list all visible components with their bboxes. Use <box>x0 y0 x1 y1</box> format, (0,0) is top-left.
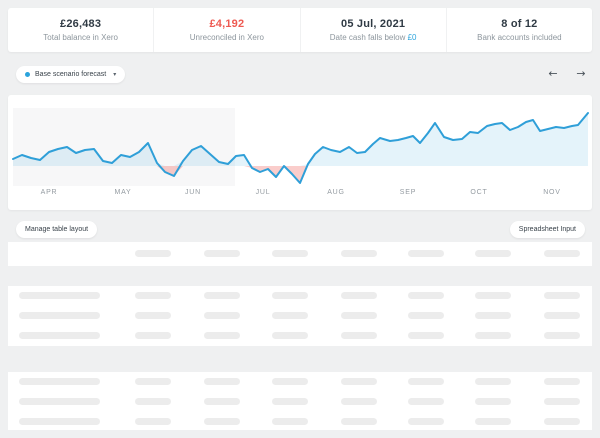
skeleton-cell <box>475 418 511 425</box>
month-tick-label: MAY <box>114 189 131 196</box>
spreadsheet-input-button[interactable]: Spreadsheet Input <box>509 221 585 238</box>
zero-threshold-link[interactable]: £0 <box>407 33 417 42</box>
month-tick-label: JUL <box>256 189 271 196</box>
skeleton-cell <box>475 312 511 319</box>
skeleton-row-label <box>19 292 100 299</box>
skeleton-cell <box>475 250 511 257</box>
skeleton-row-label <box>19 378 100 385</box>
stat-total-balance-value: £26,483 <box>60 18 102 30</box>
stat-total-balance-label: Total balance in Xero <box>43 33 118 42</box>
skeleton-cell <box>135 312 171 319</box>
skeleton-cell <box>475 398 511 405</box>
skeleton-cell <box>544 418 580 425</box>
stat-unreconciled-value: £4,192 <box>209 18 245 30</box>
skeleton-cell <box>204 292 240 299</box>
skeleton-cell <box>475 378 511 385</box>
skeleton-cell <box>408 378 444 385</box>
skeleton-cell <box>204 398 240 405</box>
table-header-row <box>8 242 592 266</box>
manage-table-layout-label: Manage table layout <box>25 226 89 233</box>
skeleton-cell <box>408 332 444 339</box>
month-tick-label: SEP <box>400 189 416 196</box>
table-section-1 <box>8 286 592 346</box>
scenario-color-dot-icon <box>25 72 30 77</box>
stat-total-balance: £26,483 Total balance in Xero <box>8 8 153 52</box>
skeleton-cell <box>204 312 240 319</box>
month-tick-label: JUN <box>185 189 201 196</box>
table-section-2 <box>8 372 592 430</box>
skeleton-cell <box>341 418 377 425</box>
stat-bank-accounts-value: 8 of 12 <box>501 18 538 30</box>
skeleton-cell <box>544 250 580 257</box>
stat-cash-falls-date: 05 Jul, 2021 Date cash falls below £0 <box>299 8 446 52</box>
skeleton-cell <box>272 250 308 257</box>
skeleton-cell <box>204 378 240 385</box>
skeleton-cell <box>135 250 171 257</box>
skeleton-cell <box>135 398 171 405</box>
skeleton-cell <box>135 378 171 385</box>
skeleton-cell <box>272 418 308 425</box>
skeleton-cell <box>408 312 444 319</box>
skeleton-row-label <box>19 312 100 319</box>
skeleton-cell <box>341 378 377 385</box>
scroll-left-button[interactable]: ← <box>544 64 562 82</box>
skeleton-cell <box>272 292 308 299</box>
skeleton-cell <box>544 378 580 385</box>
chevron-down-icon: ▾ <box>113 72 117 78</box>
skeleton-cell <box>272 378 308 385</box>
skeleton-row-label <box>19 332 100 339</box>
scenario-selector-label: Base scenario forecast <box>35 71 107 78</box>
scenario-selector[interactable]: Base scenario forecast ▾ <box>16 66 126 83</box>
skeleton-cell <box>204 332 240 339</box>
skeleton-cell <box>272 332 308 339</box>
skeleton-cell <box>341 312 377 319</box>
skeleton-cell <box>341 250 377 257</box>
skeleton-cell <box>408 250 444 257</box>
stat-bank-accounts: 8 of 12 Bank accounts included <box>445 8 592 52</box>
scroll-right-button[interactable]: → <box>572 64 590 82</box>
positive-balance-area <box>13 113 588 166</box>
skeleton-cell <box>135 332 171 339</box>
balance-line <box>12 112 589 184</box>
negative-balance-area <box>13 166 588 183</box>
skeleton-cell <box>544 398 580 405</box>
skeleton-row-label <box>19 398 100 405</box>
stat-cash-falls-date-label: Date cash falls below £0 <box>330 33 417 42</box>
stat-bank-accounts-label: Bank accounts included <box>477 33 562 42</box>
skeleton-row-label <box>19 418 100 425</box>
cash-flow-chart-card: APR MAY JUN JUL AUG SEP OCT NOV <box>8 95 592 210</box>
month-tick-label: AUG <box>327 189 345 196</box>
month-tick-label: NOV <box>543 189 561 196</box>
skeleton-cell <box>408 292 444 299</box>
skeleton-cell <box>341 398 377 405</box>
skeleton-cell <box>475 292 511 299</box>
stat-unreconciled-label: Unreconciled in Xero <box>189 33 264 42</box>
skeleton-cell <box>544 312 580 319</box>
skeleton-cell <box>544 332 580 339</box>
chart-pagination: ← → <box>544 64 590 82</box>
stat-cash-falls-date-value: 05 Jul, 2021 <box>341 18 406 30</box>
skeleton-cell <box>475 332 511 339</box>
skeleton-cell <box>341 332 377 339</box>
skeleton-cell <box>204 250 240 257</box>
month-tick-label: APR <box>41 189 58 196</box>
month-tick-label: OCT <box>470 189 487 196</box>
skeleton-cell <box>341 292 377 299</box>
skeleton-cell <box>408 398 444 405</box>
skeleton-cell <box>544 292 580 299</box>
skeleton-cell <box>272 398 308 405</box>
spreadsheet-input-label: Spreadsheet Input <box>518 226 576 233</box>
skeleton-cell <box>135 418 171 425</box>
stat-cash-falls-date-label-text: Date cash falls below <box>329 33 406 42</box>
skeleton-cell <box>204 418 240 425</box>
cash-flow-chart[interactable]: APR MAY JUN JUL AUG SEP OCT NOV <box>8 95 592 210</box>
stats-bar: £26,483 Total balance in Xero £4,192 Unr… <box>8 8 592 52</box>
stat-unreconciled: £4,192 Unreconciled in Xero <box>153 8 299 52</box>
manage-table-layout-button[interactable]: Manage table layout <box>16 221 98 238</box>
skeleton-cell <box>272 312 308 319</box>
skeleton-cell <box>408 418 444 425</box>
skeleton-cell <box>135 292 171 299</box>
